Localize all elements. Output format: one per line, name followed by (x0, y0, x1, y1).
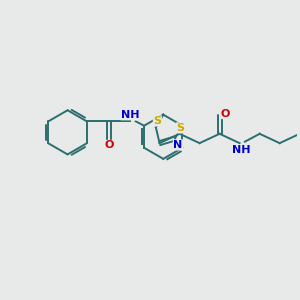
Text: O: O (220, 109, 230, 118)
Text: N: N (173, 140, 183, 150)
Text: S: S (153, 116, 161, 126)
Text: NH: NH (232, 145, 250, 154)
Text: NH: NH (121, 110, 140, 120)
Text: O: O (104, 140, 113, 150)
Text: S: S (176, 123, 184, 133)
